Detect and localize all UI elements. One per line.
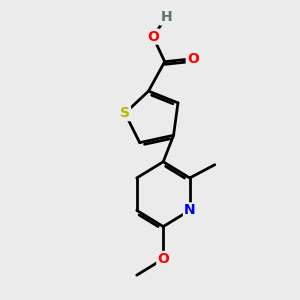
Text: O: O	[187, 52, 199, 66]
Text: N: N	[184, 203, 196, 218]
Text: H: H	[160, 11, 172, 25]
Text: O: O	[157, 252, 169, 266]
Text: S: S	[120, 106, 130, 120]
Text: O: O	[147, 30, 159, 44]
